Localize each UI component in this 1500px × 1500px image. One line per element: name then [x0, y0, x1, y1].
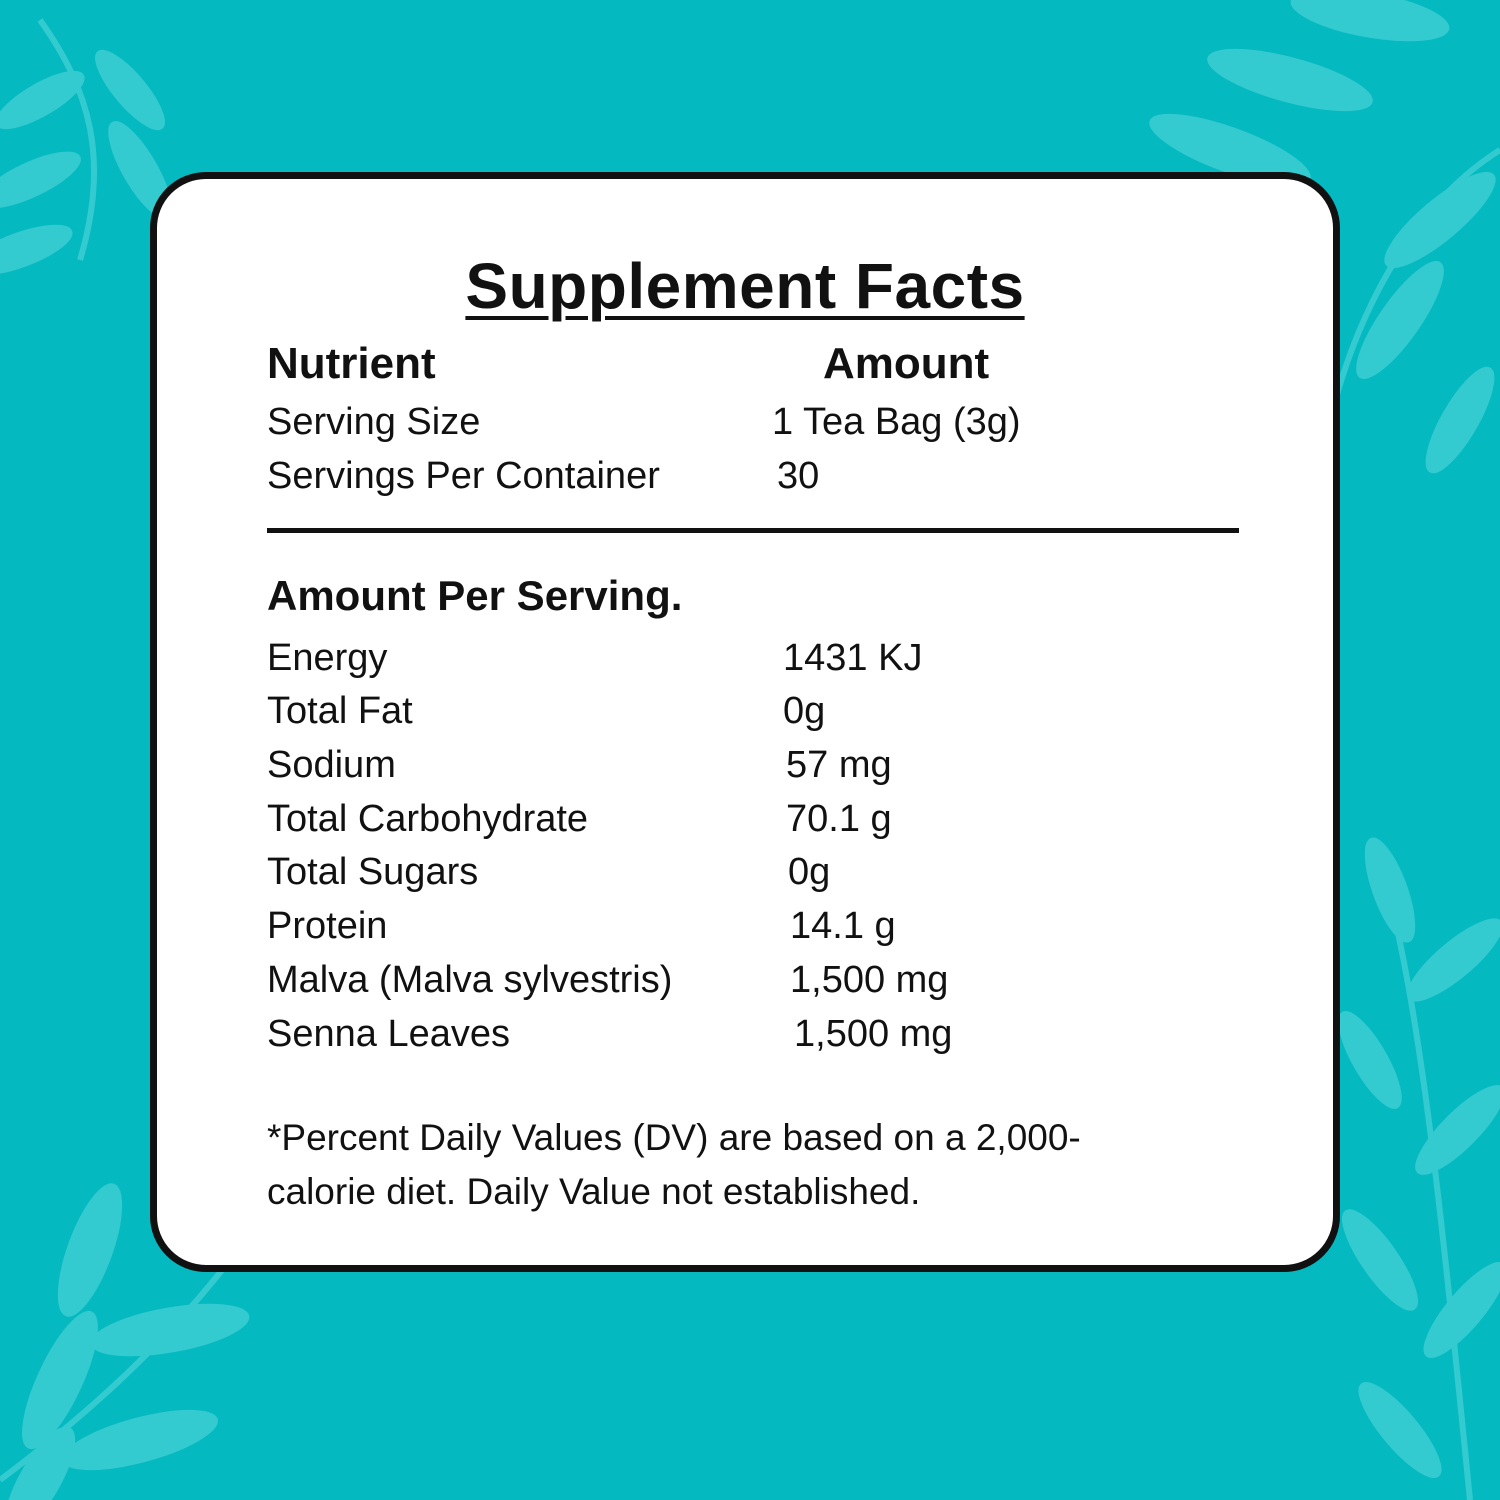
nutrient-label: Sodium — [267, 744, 396, 786]
leaf-branch-icon — [0, 18, 172, 276]
nutrient-label: Total Sugars — [267, 851, 479, 893]
footnote-line: *Percent Daily Values (DV) are based on … — [267, 1117, 1081, 1158]
nutrient-column-header: Nutrient — [267, 339, 436, 388]
nutrient-value: 70.1 g — [786, 798, 892, 840]
servings-per-container-label: Servings Per Container — [267, 455, 660, 497]
leaf-branch-icon — [1338, 837, 1500, 1500]
servings-per-container-value: 30 — [777, 455, 820, 497]
nutrient-value: 1431 KJ — [783, 637, 923, 679]
amount-per-serving-heading: Amount Per Serving. — [267, 572, 683, 619]
serving-size-label: Serving Size — [267, 401, 481, 443]
nutrient-label: Malva (Malva sylvestris) — [267, 959, 673, 1001]
leaf-branch-icon — [1149, 0, 1500, 474]
nutrient-label: Total Carbohydrate — [267, 798, 589, 840]
nutrient-value: 1,500 mg — [794, 1013, 953, 1055]
section-divider — [267, 528, 1239, 533]
nutrient-value: 1,500 mg — [790, 959, 949, 1001]
nutrient-value: 0g — [783, 690, 826, 732]
supplement-facts-panel: Supplement Facts Nutrient Amount Serving… — [150, 172, 1340, 1272]
nutrient-value: 0g — [788, 851, 831, 893]
panel-title: Supplement Facts — [465, 250, 1025, 322]
nutrient-label: Senna Leaves — [267, 1013, 510, 1055]
nutrient-label: Protein — [267, 905, 388, 947]
leaf-branch-icon — [0, 1183, 250, 1500]
footnote-line: calorie diet. Daily Value not establishe… — [267, 1171, 921, 1212]
daily-value-footnote: *Percent Daily Values (DV) are based on … — [267, 1111, 1217, 1219]
nutrient-label: Total Fat — [267, 690, 413, 732]
nutrient-value: 14.1 g — [790, 905, 896, 947]
amount-column-header: Amount — [823, 339, 990, 388]
nutrient-value: 57 mg — [786, 744, 892, 786]
serving-size-value: 1 Tea Bag (3g) — [772, 401, 1021, 443]
nutrient-label: Energy — [267, 637, 388, 679]
